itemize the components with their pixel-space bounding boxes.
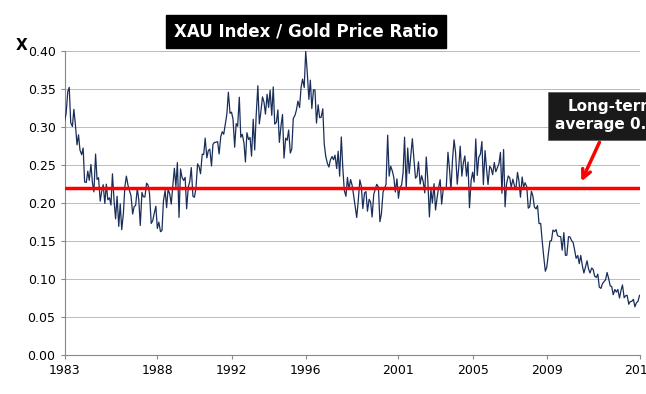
Text: X: X — [16, 38, 27, 53]
Text: Long-term
average 0.22: Long-term average 0.22 — [556, 100, 646, 178]
Text: XAU Index / Gold Price Ratio: XAU Index / Gold Price Ratio — [174, 22, 439, 41]
